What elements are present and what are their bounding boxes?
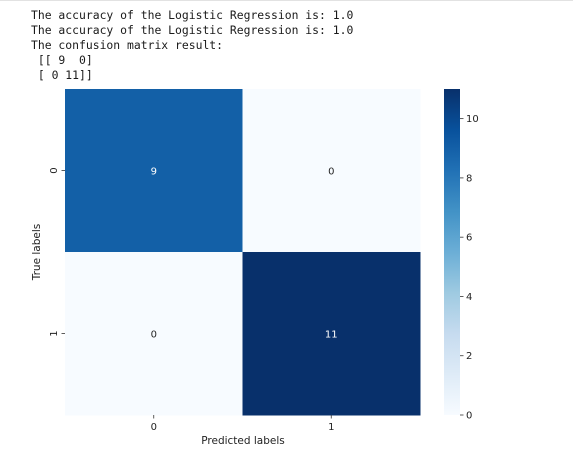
output-top-rule: [0, 0, 573, 1]
cell-annotation: 0: [151, 330, 157, 341]
colorbar-tick-label: 6: [466, 233, 472, 244]
cell-annotation: 11: [325, 330, 338, 341]
x-axis-label: Predicted labels: [201, 435, 285, 447]
heatmap-cell: [65, 89, 243, 253]
console-line: The accuracy of the Logistic Regression …: [31, 23, 354, 37]
colorbar-tick-label: 2: [466, 351, 472, 362]
console-output: The accuracy of the Logistic Regression …: [31, 8, 353, 83]
y-tick-label: 0: [49, 167, 60, 173]
heatmap-cell: [65, 252, 243, 416]
y-tick-label: 1: [49, 330, 60, 336]
cell-annotation: 9: [151, 167, 157, 178]
console-line: The confusion matrix result:: [31, 38, 224, 52]
console-line: [ 0 11]]: [31, 68, 93, 82]
console-line: The accuracy of the Logistic Regression …: [31, 8, 354, 22]
heatmap-cell: [242, 252, 421, 416]
x-tick-label: 0: [151, 422, 157, 433]
y-axis-label: True labels: [31, 224, 43, 282]
cell-annotation: 0: [328, 167, 334, 178]
colorbar-tick-label: 0: [466, 411, 472, 422]
colorbar: [444, 89, 460, 415]
colorbar-tick-label: 8: [466, 173, 472, 184]
colorbar-tick-label: 4: [466, 292, 472, 303]
colorbar-tick-label: 10: [466, 114, 479, 125]
x-tick-label: 1: [328, 422, 334, 433]
console-line: [[ 9 0]: [31, 53, 93, 67]
heatmap-cell: [242, 89, 421, 253]
